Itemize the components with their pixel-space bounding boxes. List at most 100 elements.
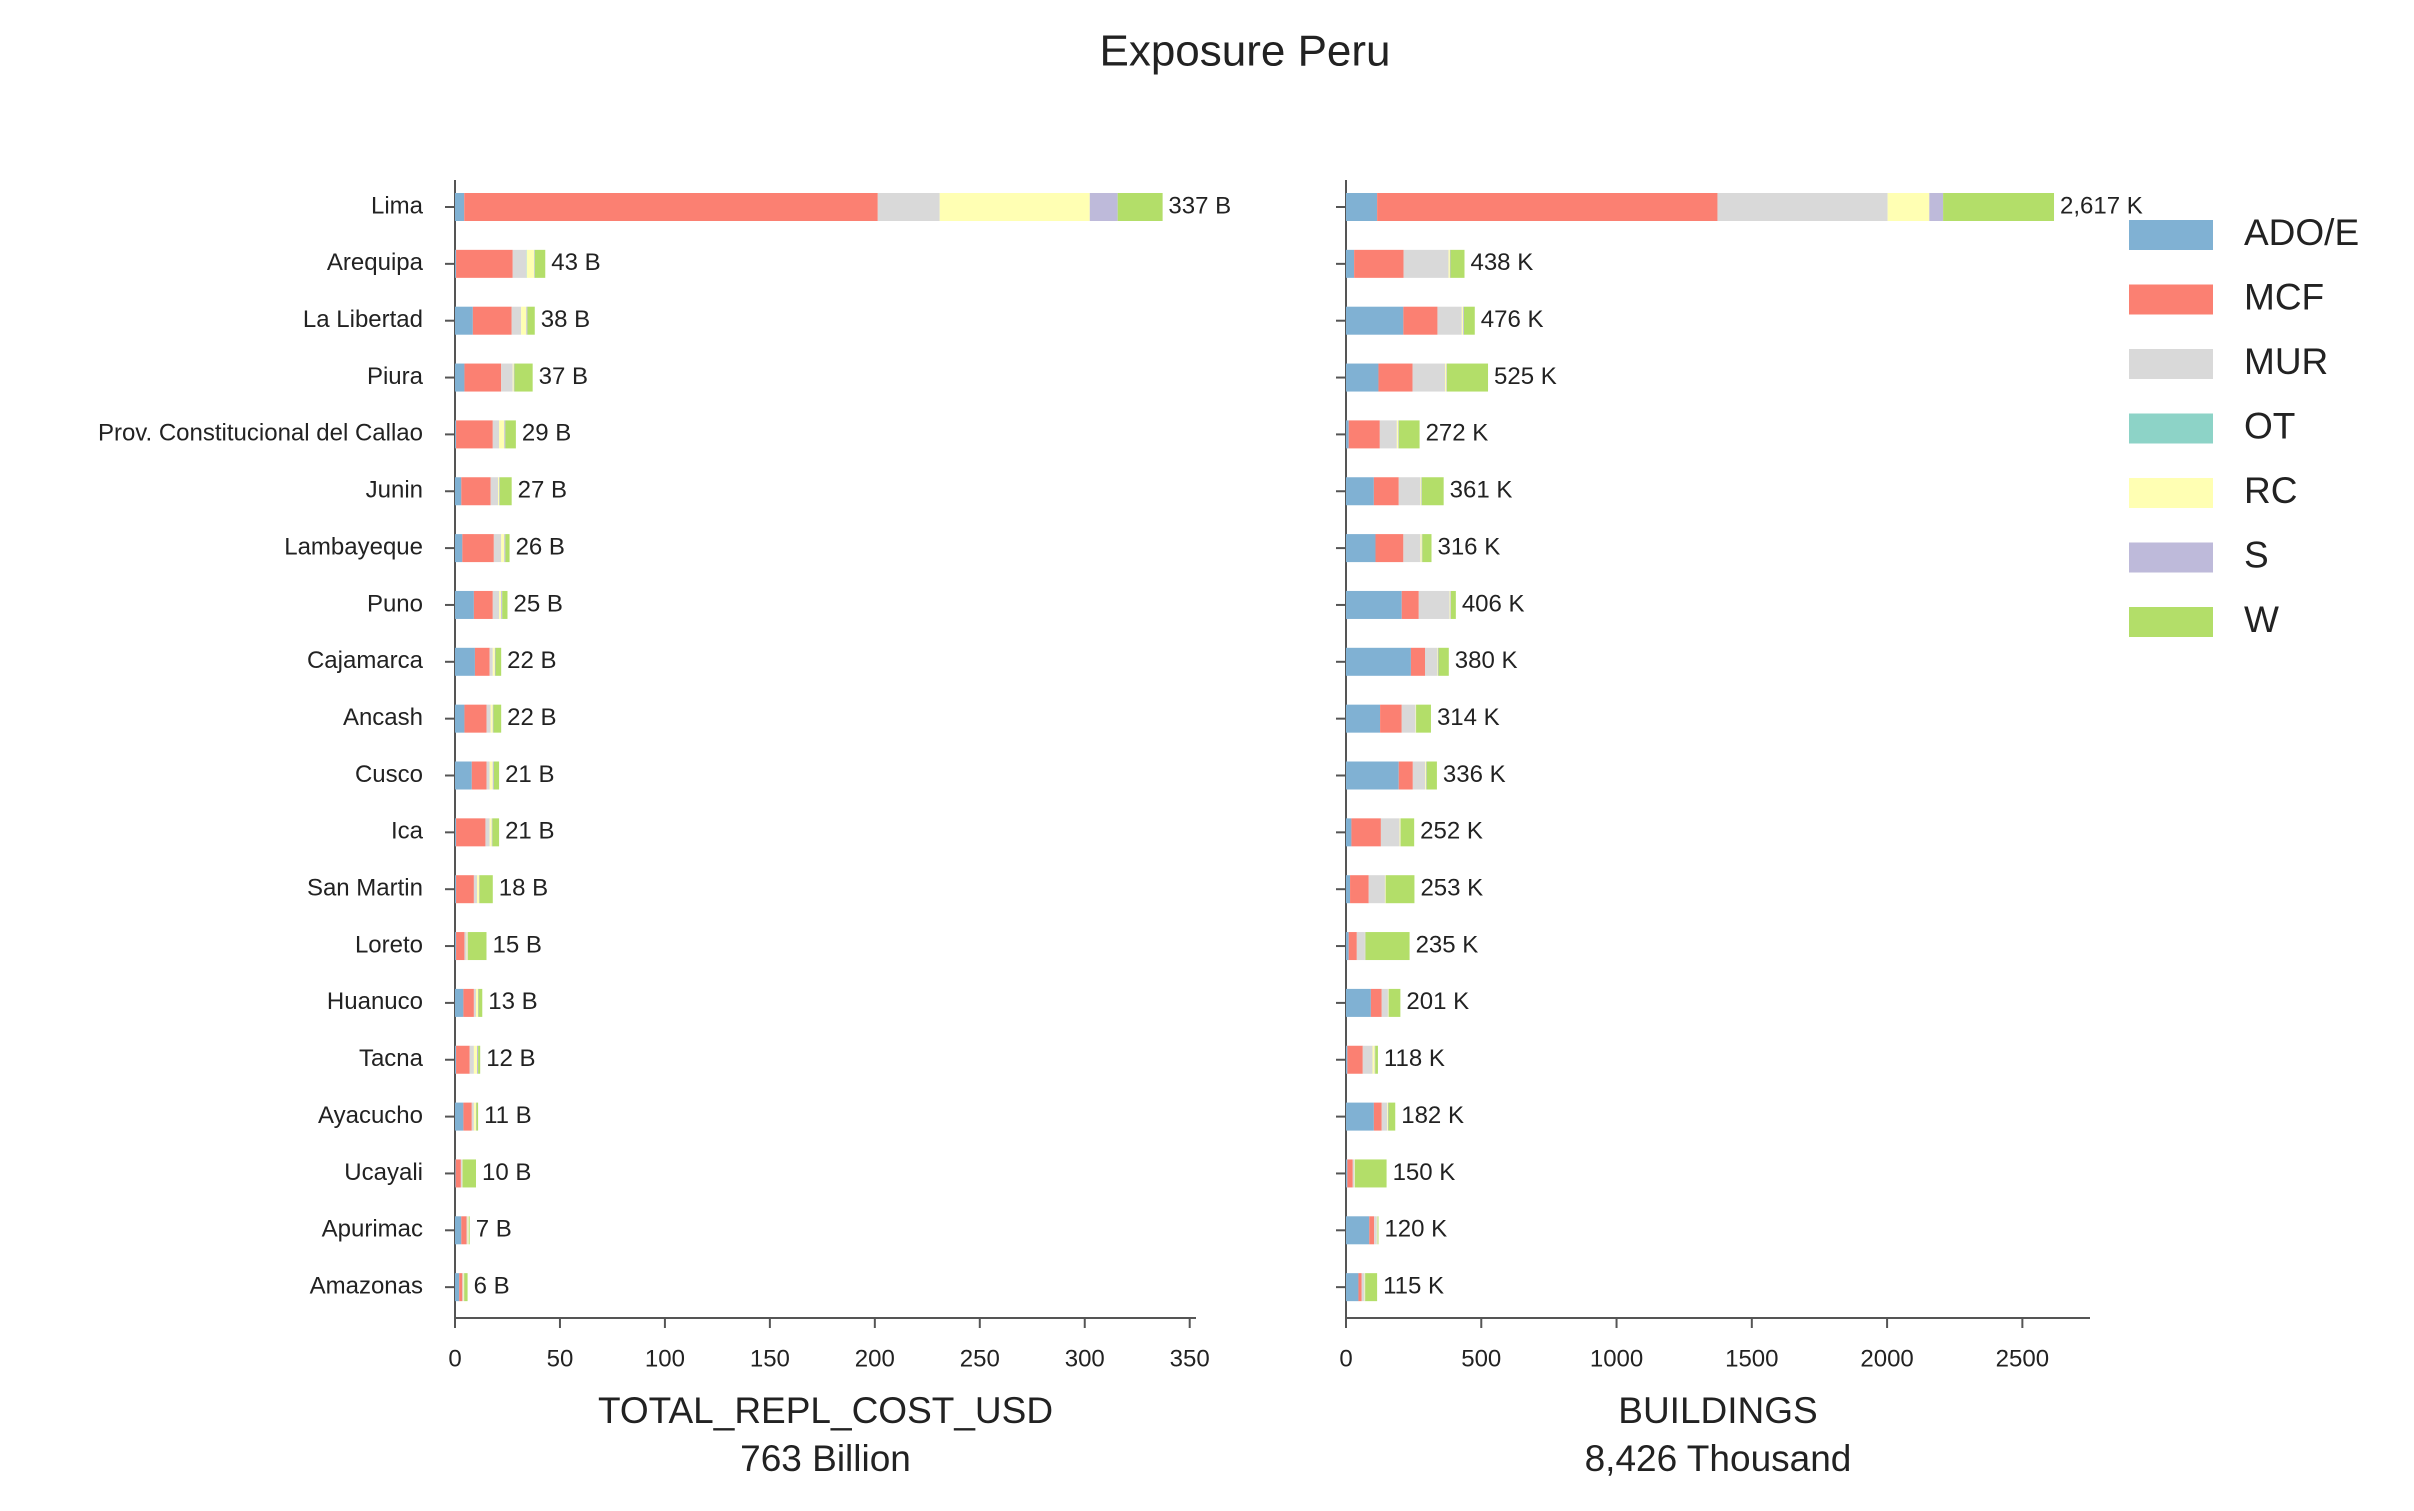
y-tick-label: Ucayali xyxy=(344,1159,423,1186)
value-label: 406 K xyxy=(1462,590,1525,617)
bar-segment xyxy=(455,1102,464,1131)
bar-segment xyxy=(486,761,490,790)
bar-segment xyxy=(1403,249,1449,278)
x-tick-label: 250 xyxy=(960,1345,1000,1372)
bar-segment xyxy=(455,1159,456,1188)
bar-segment xyxy=(1346,647,1411,676)
bar-segment xyxy=(1358,1273,1362,1302)
bar-segment xyxy=(1420,477,1422,506)
bar-segment xyxy=(526,306,528,335)
bar-segment xyxy=(1348,420,1380,449)
bar-segment xyxy=(473,875,478,904)
bar-segment xyxy=(534,249,546,278)
bar-segment xyxy=(513,363,515,392)
bar-segment xyxy=(1398,420,1420,449)
bar-segment xyxy=(1346,590,1402,619)
bar-segment xyxy=(468,932,487,961)
bar-segment xyxy=(1346,1273,1359,1302)
bar-segment xyxy=(1089,193,1118,221)
y-tick-label: Arequipa xyxy=(327,249,424,276)
bar-segment xyxy=(1438,647,1449,676)
bar-segment xyxy=(471,1102,474,1131)
bar-segment xyxy=(455,1216,462,1245)
bar-segment xyxy=(455,249,457,278)
bar-segment xyxy=(455,306,473,335)
bar-segment xyxy=(1424,647,1438,676)
bar-segment xyxy=(1381,1102,1388,1131)
bar-segment xyxy=(1362,1045,1373,1074)
bar-segment xyxy=(1421,534,1423,563)
bar-segment xyxy=(1425,761,1427,790)
y-tick-label: Tacna xyxy=(359,1045,424,1072)
value-label: 11 B xyxy=(484,1102,532,1129)
x-tick-label: 200 xyxy=(855,1345,895,1372)
bar-segment xyxy=(1446,363,1489,392)
y-tick-label: Prov. Constitucional del Callao xyxy=(98,420,423,447)
bar-segment xyxy=(1437,306,1462,335)
bar-segment xyxy=(475,988,479,1017)
bar-segment xyxy=(478,988,483,1017)
chart-title: Exposure Peru xyxy=(1099,27,1390,76)
bar-segment xyxy=(1346,704,1381,733)
bar-segment xyxy=(456,249,513,278)
bar-segment xyxy=(512,249,527,278)
bar-segment xyxy=(455,363,465,392)
value-label: 29 B xyxy=(522,420,571,447)
legend-label: OT xyxy=(2244,405,2295,446)
bar-segment xyxy=(1463,306,1464,335)
bar-segment xyxy=(1400,818,1415,847)
bar-segment xyxy=(477,875,480,904)
bar-segment xyxy=(472,306,512,335)
bar-segment xyxy=(455,932,457,961)
bar-segment xyxy=(495,647,502,676)
bar-segment xyxy=(1401,590,1419,619)
bar-segment xyxy=(485,818,490,847)
bar-segment xyxy=(1346,1045,1348,1074)
bar-segment xyxy=(1375,534,1404,563)
bar-segment xyxy=(461,477,491,506)
value-label: 438 K xyxy=(1470,249,1533,276)
value-label: 476 K xyxy=(1481,306,1544,333)
value-label: 43 B xyxy=(551,249,600,276)
bar-segment xyxy=(1446,363,1447,392)
value-label: 10 B xyxy=(482,1159,531,1186)
bar-segment xyxy=(505,534,510,563)
bar-segment xyxy=(504,534,506,563)
value-label: 380 K xyxy=(1455,647,1518,674)
bar-segment xyxy=(1381,988,1388,1017)
bar-segment xyxy=(1374,1216,1377,1245)
bar-segment xyxy=(455,193,465,221)
bar-segment xyxy=(492,761,494,790)
bar-segment xyxy=(464,704,487,733)
legend-label: ADO/E xyxy=(2244,212,2359,253)
bar-segment xyxy=(462,1273,464,1302)
bar-segment xyxy=(466,1216,468,1245)
bar-segment xyxy=(456,420,493,449)
value-label: 253 K xyxy=(1420,875,1483,902)
x-tick-label: 2500 xyxy=(1996,1345,2049,1372)
y-tick-label: Cajamarca xyxy=(307,647,424,674)
bar-segment xyxy=(1412,363,1446,392)
bar-segment xyxy=(1418,590,1450,619)
bar-segment xyxy=(1346,988,1371,1017)
bar-segment xyxy=(468,1216,470,1245)
value-label: 314 K xyxy=(1437,704,1500,731)
bar-segment xyxy=(1421,477,1422,506)
bar-segment xyxy=(501,590,503,619)
bar-segment xyxy=(521,306,527,335)
legend-swatch xyxy=(2129,542,2213,573)
bar-segment xyxy=(1437,647,1439,676)
bar-segment xyxy=(1422,534,1432,563)
bar-segment xyxy=(1346,818,1352,847)
bar-segment xyxy=(877,193,940,221)
bar-segment xyxy=(939,193,1090,221)
bar-segment xyxy=(463,988,474,1017)
bar-segment xyxy=(1370,988,1382,1017)
bar-segment xyxy=(1387,988,1389,1017)
bar-segment xyxy=(527,306,535,335)
bar-segment xyxy=(1361,1273,1365,1302)
bar-segment xyxy=(1717,193,1888,221)
x-axis-label: 763 Billion xyxy=(740,1438,911,1479)
legend-swatch xyxy=(2129,349,2213,379)
bar-segment xyxy=(464,1273,468,1302)
